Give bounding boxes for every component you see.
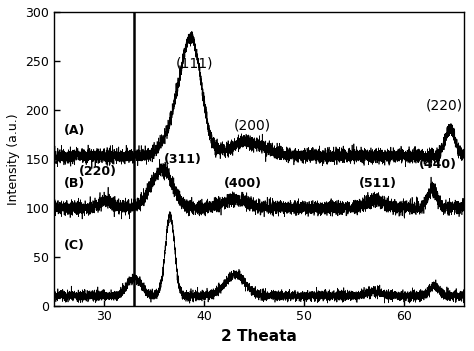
Text: (511): (511) — [359, 177, 397, 190]
Text: (111): (111) — [176, 57, 214, 71]
X-axis label: 2 Theata: 2 Theata — [221, 329, 297, 344]
Text: (400): (400) — [224, 177, 262, 190]
Text: (440): (440) — [419, 158, 457, 171]
Text: (220): (220) — [79, 165, 117, 178]
Text: (220): (220) — [426, 99, 463, 113]
Text: (A): (A) — [64, 124, 86, 137]
Text: (200): (200) — [234, 118, 271, 132]
Text: (C): (C) — [64, 239, 85, 252]
Y-axis label: Intensity (a.u.): Intensity (a.u.) — [7, 113, 20, 205]
Text: (311): (311) — [164, 153, 202, 166]
Text: (B): (B) — [64, 177, 85, 190]
